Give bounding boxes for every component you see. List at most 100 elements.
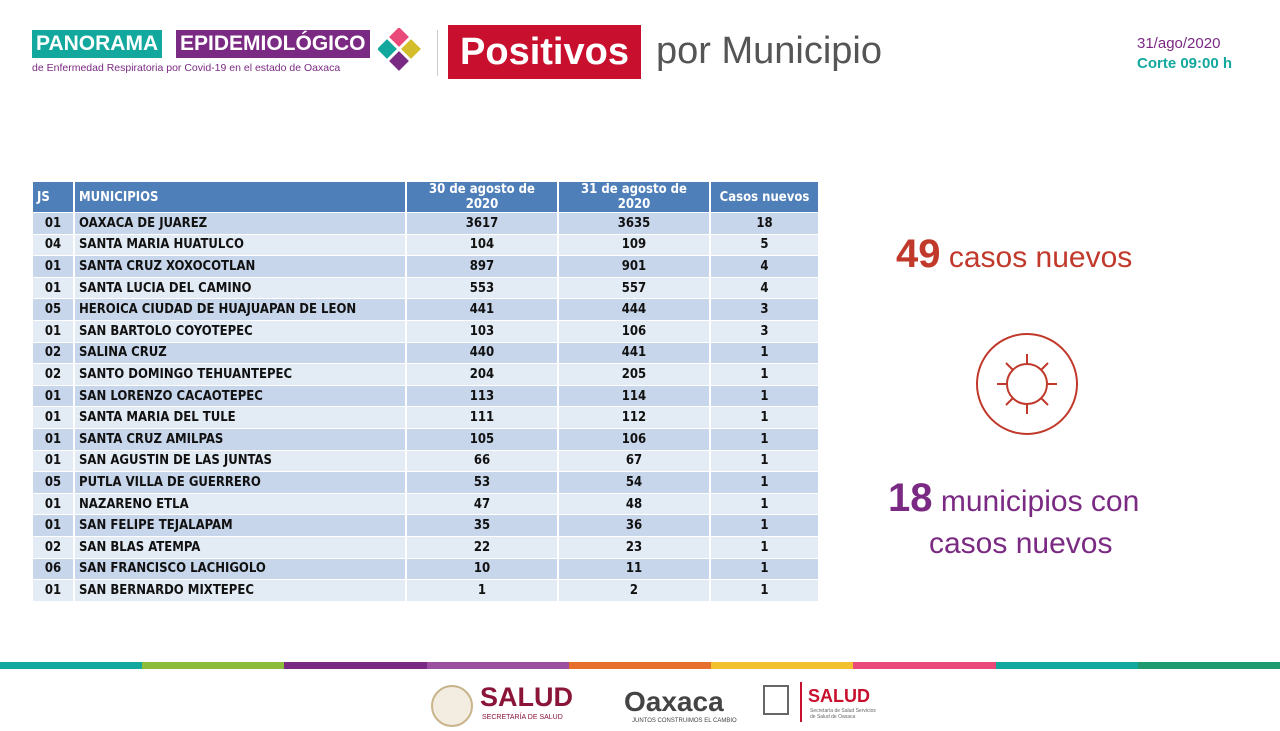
divider [437,30,438,76]
table-cell: 36 [558,514,711,537]
oaxaca-seal [763,685,789,715]
table-cell: 3635 [558,212,711,235]
footer-divider [800,682,802,722]
table-cell: OAXACA DE JUAREZ [74,212,407,235]
table-cell: 04 [33,234,75,257]
table-cell: 553 [406,277,559,300]
table-row: 01 SAN FELIPE TEJALAPAM 35 36 1 [33,514,820,537]
table-cell: 02 [33,342,75,365]
table-cell: 205 [558,363,711,386]
virus-icon [976,333,1078,435]
table-cell: 01 [33,493,75,516]
table-cell: SANTA CRUZ XOXOCOTLAN [74,255,407,278]
table-row: 05 HEROICA CIUDAD DE HUAJUAPAN DE LEON 441… [33,298,820,321]
new-cases-label: casos nuevos [948,241,1133,274]
cases-table: JS MUNICIPIOS 30 de agosto de 2020 31 de ag… [33,182,820,602]
table-row: 05 PUTLA VILLA DE GUERRERO 53 54 1 [33,471,820,494]
table-cell: SAN AGUSTIN DE LAS JUNTAS [74,450,407,473]
table-cell: 114 [558,385,711,408]
table-cell: 901 [558,255,711,278]
table-cell: HEROICA CIUDAD DE HUAJUAPAN DE LEON [74,298,407,321]
table-cell: SANTA MARIA DEL TULE [74,406,407,429]
table-cell: 1 [406,579,559,602]
table-cell: SANTA MARIA HUATULCO [74,234,407,257]
table-cell: 3 [710,298,820,321]
date: 31/ago/2020 [1137,35,1221,52]
table-row: 02 SAN BLAS ATEMPA 22 23 1 [33,536,820,559]
table-cell: SAN BLAS ATEMPA [74,536,407,559]
table-cell: 01 [33,212,75,235]
brand-2: EPIDEMIOLÓGICO [176,30,370,58]
color-stripe [0,662,1280,669]
table-cell: 48 [558,493,711,516]
table-cell: 441 [558,342,711,365]
salud2-sub: Secretaría de Salud Servicios de Salud d… [810,708,876,720]
column-header: 31 de agosto de 2020 [558,182,711,213]
table-cell: SAN FELIPE TEJALAPAM [74,514,407,537]
table-cell: 106 [558,320,711,343]
column-header: 30 de agosto de 2020 [406,182,559,213]
table-cell: 1 [710,428,820,451]
table-cell: 01 [33,514,75,537]
cut-time: Corte 09:00 h [1137,55,1233,72]
municipios-number: 18 [888,476,933,520]
table-cell: 441 [406,298,559,321]
table-cell: 1 [710,579,820,602]
table-cell: 204 [406,363,559,386]
table-cell: 112 [558,406,711,429]
table-cell: 1 [710,342,820,365]
table-cell: 3617 [406,212,559,235]
table-cell: 106 [558,428,711,451]
table-cell: 18 [710,212,820,235]
table-cell: SAN BARTOLO COYOTEPEC [74,320,407,343]
table-cell: 05 [33,471,75,494]
table-row: 02 SANTO DOMINGO TEHUANTEPEC 204 205 1 [33,363,820,386]
new-cases-stat: 49 casos nuevos [896,232,1132,277]
table-cell: 22 [406,536,559,559]
brand-sub: de Enfermedad Respiratoria por Covid-19 … [32,62,341,74]
column-header: MUNICIPIOS [74,182,407,213]
table-cell: 3 [710,320,820,343]
table-cell: 897 [406,255,559,278]
table-row: 02 SALINA CRUZ 440 441 1 [33,342,820,365]
title-rest: por Municipio [656,30,882,72]
oaxaca-sub: JUNTOS CONSTRUIMOS EL CAMBIO [632,718,737,724]
salud-sub: SECRETARÍA DE SALUD [482,714,563,721]
table-cell: 440 [406,342,559,365]
table-cell: 05 [33,298,75,321]
table-cell: 11 [558,558,711,581]
table-row: 01 SAN LORENZO CACAOTEPEC 113 114 1 [33,385,820,408]
table-cell: SANTO DOMINGO TEHUANTEPEC [74,363,407,386]
table-row: 01 SANTA LUCIA DEL CAMINO 553 557 4 [33,277,820,300]
table-cell: 111 [406,406,559,429]
table-cell: 1 [710,406,820,429]
table-cell: 1 [710,493,820,516]
table-cell: 01 [33,277,75,300]
table-row: 01 SAN BARTOLO COYOTEPEC 103 106 3 [33,320,820,343]
salud-logo: SALUD [480,682,573,712]
brand-1: PANORAMA [32,30,163,58]
table-cell: SANTA CRUZ AMILPAS [74,428,407,451]
table-cell: 1 [710,536,820,559]
table-cell: 1 [710,514,820,537]
table-cell: 5 [710,234,820,257]
oaxaca-logo: Oaxaca [624,686,724,717]
municipios-label-2: casos nuevos [929,527,1113,560]
table-cell: 01 [33,255,75,278]
table-cell: 66 [406,450,559,473]
table-row: 01 SANTA CRUZ AMILPAS 105 106 1 [33,428,820,451]
table-cell: 2 [558,579,711,602]
table-cell: 104 [406,234,559,257]
table-cell: 01 [33,450,75,473]
table-cell: 01 [33,320,75,343]
table-cell: PUTLA VILLA DE GUERRERO [74,471,407,494]
table-cell: 1 [710,558,820,581]
table-row: 04 SANTA MARIA HUATULCO 104 109 5 [33,234,820,257]
table-body: 01 OAXACA DE JUAREZ 3617 3635 18 04 SANTA MARI… [33,212,820,602]
table-row: 01 SAN AGUSTIN DE LAS JUNTAS 66 67 1 [33,450,820,473]
table-cell: 01 [33,385,75,408]
table-cell: 4 [710,277,820,300]
mexico-seal [431,685,473,727]
table-cell: NAZARENO ETLA [74,493,407,516]
title-box: Positivos [448,25,641,79]
